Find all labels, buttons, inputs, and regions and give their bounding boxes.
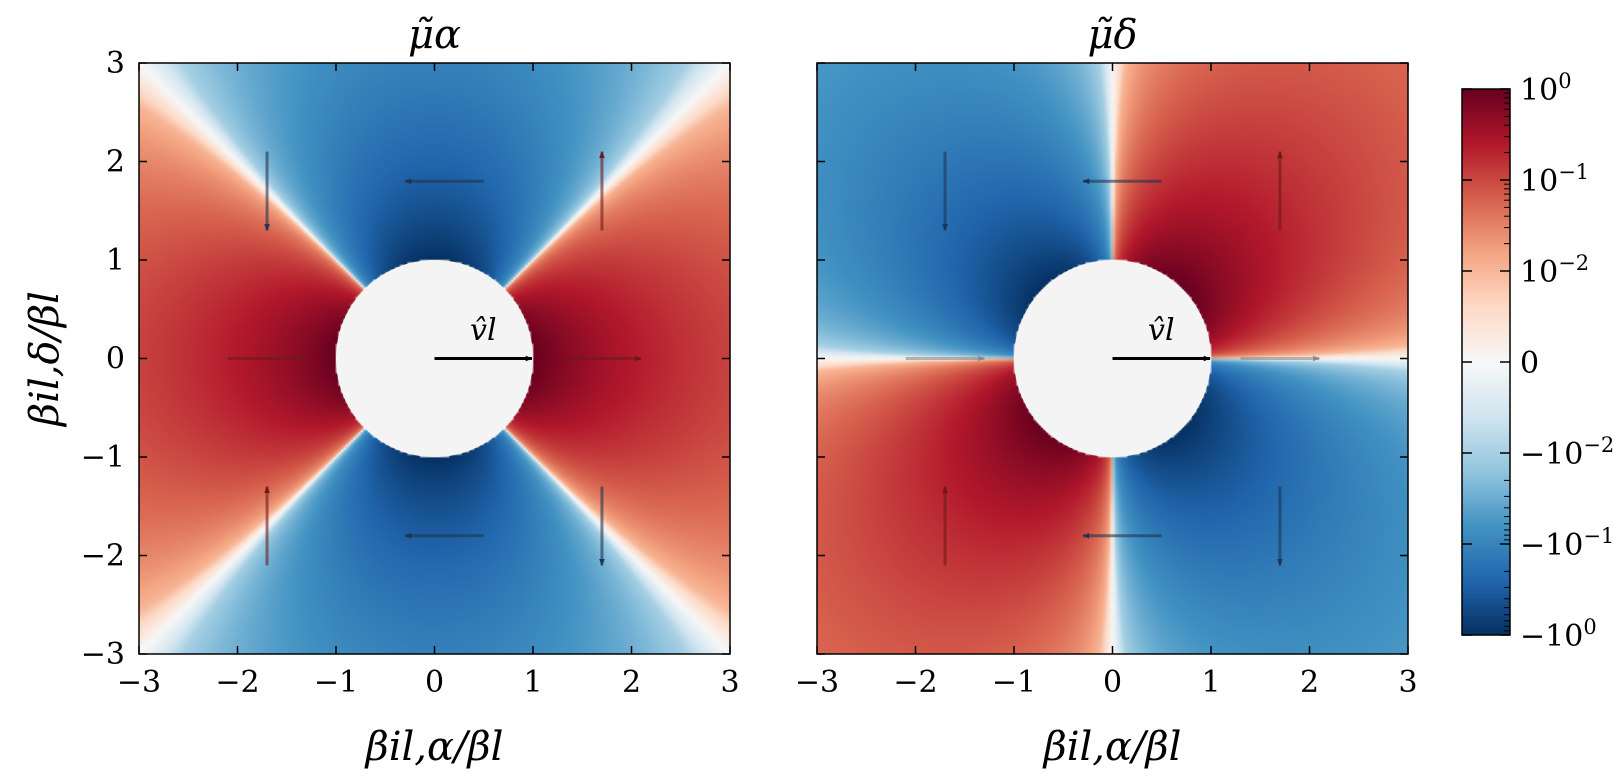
panel-mu-delta: v̂l −3 −2 −1 0 1 2 3 μ̃δ βil,α/βl: [795, 12, 1418, 770]
colorbar-tick-label: 100: [1520, 69, 1572, 108]
velocity-label: v̂l: [470, 313, 497, 348]
panel-title: μ̃δ: [1087, 12, 1137, 58]
colorbar-tick-label: 10−2: [1520, 251, 1589, 290]
x-axis-label: βil,α/βl: [364, 724, 504, 770]
x-tick-label: −3: [117, 665, 161, 700]
x-tick-label: 2: [1300, 665, 1319, 700]
x-tick-label: −2: [893, 665, 937, 700]
panel-title: μ̃α: [408, 12, 461, 58]
y-tick-label: 3: [106, 46, 125, 81]
y-tick-label: −3: [81, 637, 125, 672]
colorbar: 100 10−1 10−2 0 −10−2 −10−1 −100: [1461, 69, 1614, 654]
x-tick-label: 0: [425, 665, 444, 700]
x-tick-label: −1: [992, 665, 1036, 700]
x-tick-label: 3: [720, 665, 739, 700]
panel-mu-alpha: v̂l −3−3 −2 −2 −1 −1 0 0 1 1 2 2 3 3 μ̃α βil,α/βl βi…: [22, 12, 740, 770]
y-tick-label: 1: [106, 243, 125, 278]
colorbar-tick-label: 10−1: [1520, 160, 1589, 199]
y-tick-label: −2: [81, 539, 125, 574]
colorbar-tick-label: −10−2: [1520, 433, 1614, 472]
x-tick-label: 1: [1201, 665, 1220, 700]
velocity-label: v̂l: [1148, 313, 1175, 348]
colorbar-tick-label: −10−1: [1520, 524, 1614, 563]
colorbar-ticks: 100 10−1 10−2 0 −10−2 −10−1 −100: [1462, 69, 1614, 654]
x-tick-label: 1: [523, 665, 542, 700]
x-tick-label: 0: [1103, 665, 1122, 700]
colorbar-tick-label: 0: [1520, 346, 1539, 381]
axis-ticks: −3 −2 −1 0 1 2 3: [795, 62, 1418, 700]
y-axis-label: βil,δ/βl: [22, 291, 68, 428]
x-tick-label: 3: [1398, 665, 1417, 700]
x-tick-label: −1: [314, 665, 358, 700]
y-tick-label: 0: [106, 342, 125, 377]
colorbar-tick-label: −100: [1520, 615, 1597, 654]
y-tick-label: −1: [81, 440, 125, 475]
x-tick-label: −3: [795, 665, 839, 700]
axis-ticks: −3−3 −2 −2 −1 −1 0 0 1 1 2 2 3 3: [81, 46, 740, 700]
flow-arrows: [227, 150, 643, 567]
y-tick-label: 2: [106, 145, 125, 180]
x-axis-label: βil,α/βl: [1042, 724, 1182, 770]
x-tick-label: −2: [215, 665, 259, 700]
x-tick-label: 2: [622, 665, 641, 700]
flow-arrows: [905, 150, 1321, 567]
